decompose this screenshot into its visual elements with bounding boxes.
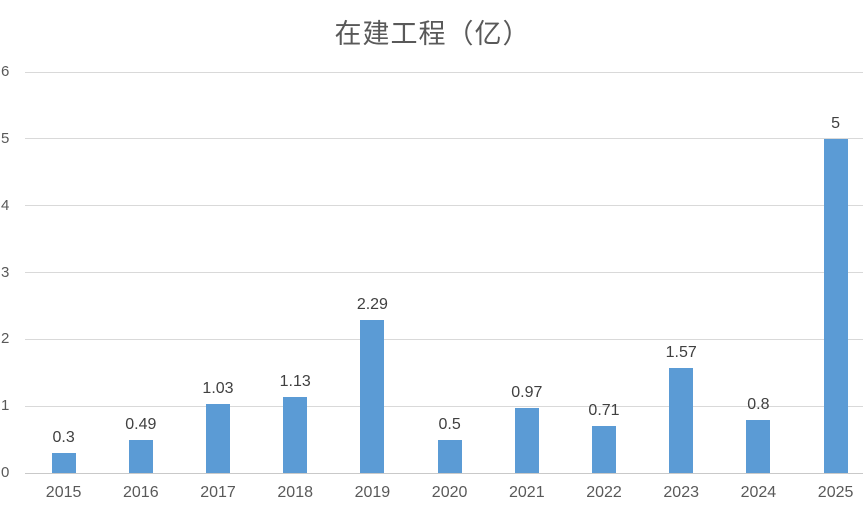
data-label-2016: 0.49 xyxy=(125,416,157,434)
x-axis-tick-label-2020: 2020 xyxy=(431,484,468,501)
gridline-y2 xyxy=(25,338,863,340)
bar-2016 xyxy=(128,440,153,473)
data-label-2021: 0.97 xyxy=(511,384,543,402)
chart-title: 在建工程（亿） xyxy=(334,19,531,49)
gridline-y6 xyxy=(25,71,863,73)
x-axis-tick-label-2023: 2023 xyxy=(663,484,699,501)
x-axis-tick-label-2015: 2015 xyxy=(45,484,82,501)
x-axis-tick-label-2022: 2022 xyxy=(586,484,622,501)
data-label-2018: 1.13 xyxy=(279,373,311,391)
y-axis-tick-label: 6 xyxy=(1,63,10,81)
x-axis-tick-label-2018: 2018 xyxy=(277,484,313,501)
x-axis-line xyxy=(25,472,863,474)
bar-2025 xyxy=(823,138,848,473)
y-axis-tick-label: 0 xyxy=(1,464,10,481)
bar-2020 xyxy=(437,439,462,473)
bar-2015 xyxy=(51,452,76,473)
bar-2023 xyxy=(669,368,694,473)
bar-2018 xyxy=(283,397,308,473)
y-axis-tick-label: 1 xyxy=(1,397,10,415)
gridline-y1 xyxy=(25,405,863,407)
bar-2024 xyxy=(746,419,771,473)
data-label-2015: 0.3 xyxy=(52,428,75,446)
y-axis-tick-label: 4 xyxy=(1,196,10,214)
data-label-2019: 2.29 xyxy=(356,295,388,313)
bar-2017 xyxy=(206,404,230,473)
y-axis-tick-label: 5 xyxy=(1,129,10,147)
data-label-2022: 0.71 xyxy=(588,401,620,419)
gridline-y5 xyxy=(25,138,863,140)
bar-2022 xyxy=(592,425,616,473)
x-axis-tick-label-2024: 2024 xyxy=(740,484,777,501)
data-label-2017: 1.03 xyxy=(202,380,234,398)
bar-2019 xyxy=(360,319,385,473)
x-axis-tick-label-2017: 2017 xyxy=(200,484,236,501)
gridline-y4 xyxy=(25,205,863,207)
x-axis-tick-label-2016: 2016 xyxy=(123,484,159,501)
data-label-2024: 0.8 xyxy=(747,395,770,413)
y-axis-tick-label: 3 xyxy=(1,263,10,281)
x-axis-tick-label-2025: 2025 xyxy=(817,484,854,501)
data-label-2023: 1.57 xyxy=(665,344,697,362)
data-label-2020: 0.5 xyxy=(438,415,461,433)
gridline-y3 xyxy=(25,272,863,273)
bar-2021 xyxy=(514,408,539,473)
data-label-2025: 5 xyxy=(831,114,841,132)
x-axis-tick-label-2019: 2019 xyxy=(354,484,391,501)
x-axis-tick-label-2021: 2021 xyxy=(509,484,545,501)
y-axis-tick-label: 2 xyxy=(1,330,10,348)
